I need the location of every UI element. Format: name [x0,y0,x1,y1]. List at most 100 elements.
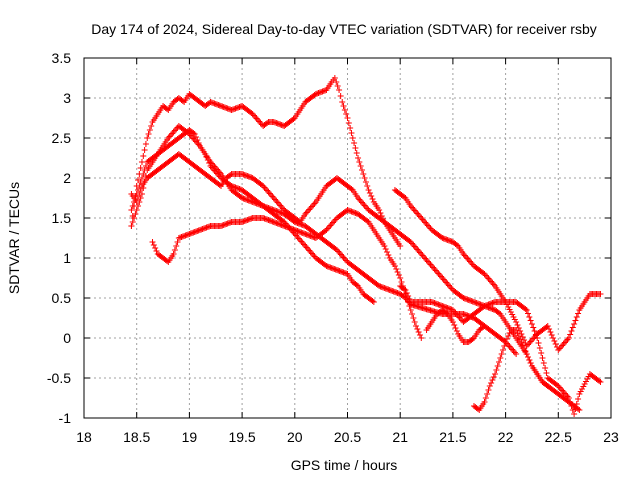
data-point [129,203,136,209]
data-point [503,336,510,342]
data-point [453,242,460,248]
data-point [544,323,551,329]
data-point [351,140,358,146]
data-point [370,299,377,305]
data-point [456,314,463,321]
data-point [535,340,542,346]
x-tick-label: 22.5 [545,429,572,445]
data-point [451,322,458,328]
data-point [192,138,199,145]
data-point [568,328,575,334]
data-point [191,131,198,137]
data-point [445,282,452,289]
data-point [368,193,375,199]
data-point [547,329,554,335]
data-point [355,155,362,161]
data-point [262,186,269,192]
series-arc-i [423,307,488,345]
data-point [401,286,408,292]
data-point [140,185,147,191]
data-point [339,99,346,105]
data-point [576,407,583,413]
data-point [573,314,580,320]
data-point [426,224,433,230]
data-point [164,106,171,112]
data-point [150,242,157,248]
data-point [449,319,456,325]
data-point [356,159,363,165]
data-point [410,206,417,212]
data-point [490,281,497,288]
data-point [164,258,171,264]
data-point [391,263,398,269]
data-point [278,204,285,210]
data-point [469,336,476,342]
data-point [411,207,418,214]
data-point [426,260,433,266]
data-point [419,216,426,223]
data-point [142,141,149,147]
data-point [395,272,402,278]
data-point [401,294,408,300]
data-point [514,322,521,328]
data-point [505,342,512,348]
data-point [361,175,368,181]
data-point [402,287,409,293]
data-point [170,251,177,257]
data-point [337,93,344,99]
data-point [362,204,369,210]
data-point [557,344,564,350]
data-point [521,345,528,351]
series-arc-g [397,283,604,417]
data-point [527,317,534,324]
data-point [526,314,533,320]
data-point [310,252,317,258]
data-point [358,167,365,173]
x-tick-label: 18 [76,429,92,445]
data-point [149,239,156,245]
data-point [274,199,281,206]
data-point [505,333,512,339]
data-point [507,345,514,351]
data-point [410,315,417,321]
series-arc-e [128,123,377,305]
data-point [128,207,135,213]
data-point [137,165,144,171]
data-point [405,293,412,299]
data-point [531,328,538,334]
data-point [331,75,338,81]
series-arc-a [128,75,404,249]
data-point [140,153,147,159]
data-point [381,243,388,249]
data-point [428,263,435,269]
data-point [369,196,376,202]
data-point [430,264,437,271]
plot-frame [83,57,612,419]
data-point [435,270,442,277]
data-point [133,207,140,213]
data-point [145,131,152,137]
data-point [486,277,493,283]
data-point [137,195,144,201]
x-axis-label: GPS time / hours [291,457,398,473]
x-tick-label: 23 [603,429,619,445]
data-point [358,199,365,206]
data-point [406,303,413,309]
data-point [443,310,450,316]
data-point [449,307,456,313]
x-tick-label: 20.5 [334,429,361,445]
data-point [272,196,279,203]
data-point [538,350,545,356]
data-point [522,348,529,354]
data-point [556,345,563,352]
data-point [484,391,491,397]
data-point [384,249,391,255]
data-point [509,346,516,353]
data-point [275,201,282,207]
data-point [326,224,333,230]
data-point [406,296,413,302]
data-point [420,218,427,224]
data-point [348,186,355,192]
data-point [286,225,293,231]
data-point [369,298,376,304]
